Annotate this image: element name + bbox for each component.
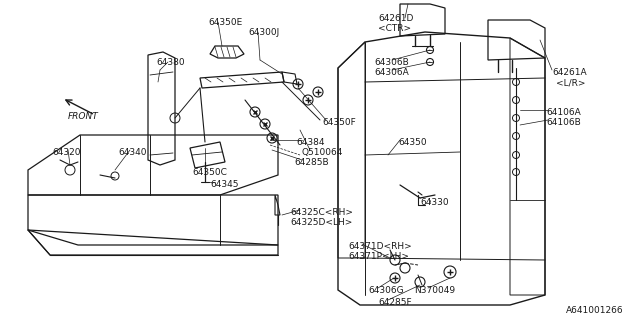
Text: 64261D: 64261D <box>378 14 413 23</box>
Text: <CTR>: <CTR> <box>378 24 411 33</box>
Text: 64384: 64384 <box>296 138 324 147</box>
Text: 64106A: 64106A <box>546 108 580 117</box>
Text: 64350F: 64350F <box>322 118 356 127</box>
Text: Q510064: Q510064 <box>302 148 344 157</box>
Text: 64320: 64320 <box>52 148 81 157</box>
Text: 64345: 64345 <box>210 180 239 189</box>
Text: 64380: 64380 <box>156 58 184 67</box>
Text: 64330: 64330 <box>420 198 449 207</box>
Text: 64371P<LH>: 64371P<LH> <box>348 252 409 261</box>
Text: <L/R>: <L/R> <box>556 78 586 87</box>
Text: 64350E: 64350E <box>208 18 243 27</box>
Text: 64340: 64340 <box>118 148 147 157</box>
Text: 64306G: 64306G <box>368 286 404 295</box>
Text: 64350C: 64350C <box>192 168 227 177</box>
Text: N370049: N370049 <box>414 286 455 295</box>
Text: 64285F: 64285F <box>378 298 412 307</box>
Text: 64300J: 64300J <box>248 28 279 37</box>
Text: 64106B: 64106B <box>546 118 580 127</box>
Text: 64285B: 64285B <box>294 158 328 167</box>
Text: 64325C<RH>: 64325C<RH> <box>290 208 353 217</box>
Text: 64350: 64350 <box>398 138 427 147</box>
Text: 64371D<RH>: 64371D<RH> <box>348 242 412 251</box>
Text: FRONT: FRONT <box>68 112 99 121</box>
Text: 64306A: 64306A <box>374 68 409 77</box>
Text: 64261A: 64261A <box>552 68 587 77</box>
Text: 64306B: 64306B <box>374 58 409 67</box>
Text: A641001266: A641001266 <box>566 306 623 315</box>
Text: 64325D<LH>: 64325D<LH> <box>290 218 353 227</box>
